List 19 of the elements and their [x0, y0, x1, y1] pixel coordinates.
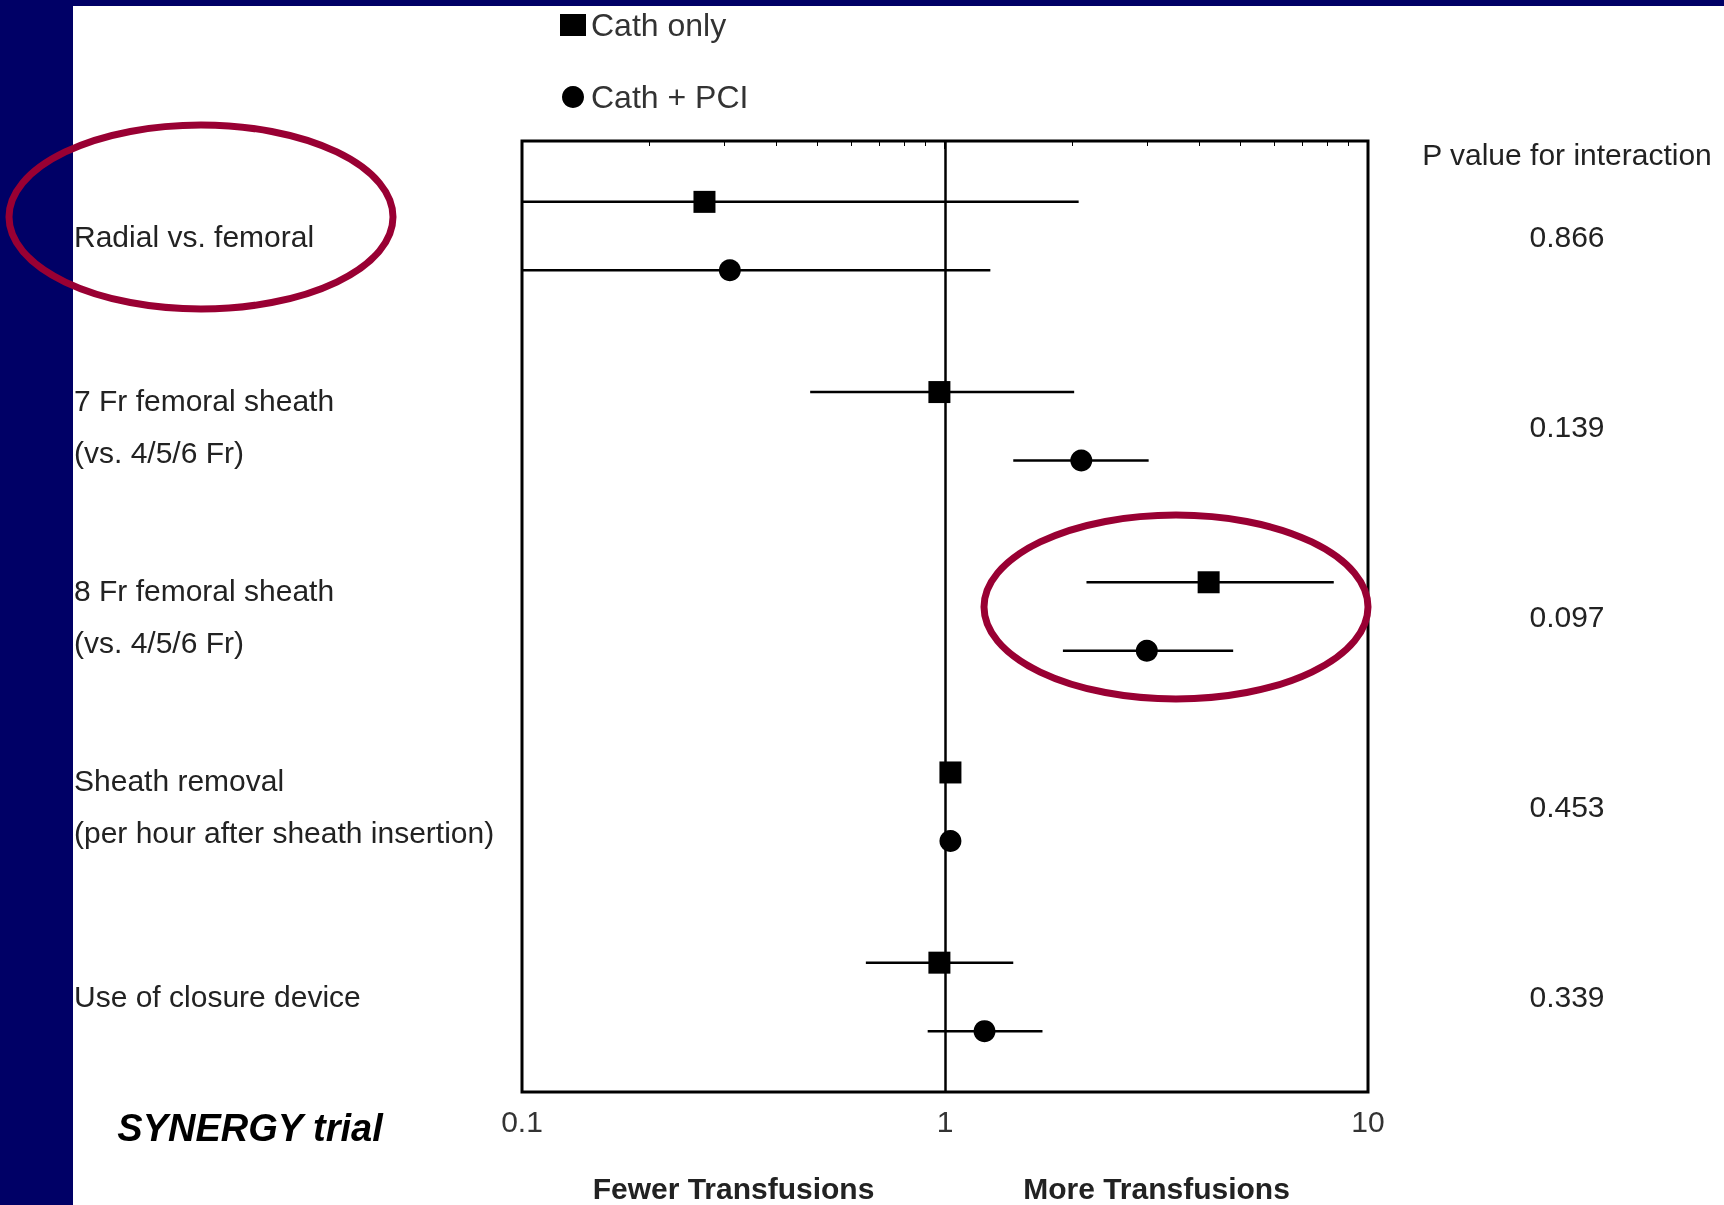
y-tick-label: 7 Fr femoral sheath (vs. 4/5/6 Fr) [74, 383, 335, 469]
y-tick-label: 8 Fr femoral sheath (vs. 4/5/6 Fr) [74, 574, 335, 659]
text: 0.866 [1529, 219, 1605, 253]
x-tick-label: 10 [1351, 1104, 1385, 1138]
text: 0.097 [1529, 600, 1605, 633]
y-tick-label: Sheath removal (per hour after sheath insertion) [74, 764, 495, 850]
text: SYNERGY trial [117, 1107, 385, 1149]
text: P value for interaction [1422, 137, 1712, 171]
legend-label: Cath only [591, 7, 727, 43]
text: Fewer Transfusions [592, 1171, 875, 1205]
x-tick-label: 1 [936, 1104, 954, 1138]
text: 0.139 [1529, 409, 1605, 443]
y-tick-label: Use of closure device [74, 980, 361, 1014]
text: More Transfusions [1023, 1171, 1290, 1205]
legend-label: Cath + PCI [591, 79, 749, 115]
text: 0.339 [1529, 980, 1605, 1014]
x-tick-label: 0.1 [501, 1104, 543, 1138]
y-tick-label: Radial vs. femoral [74, 219, 315, 253]
text: 0.453 [1529, 790, 1605, 824]
